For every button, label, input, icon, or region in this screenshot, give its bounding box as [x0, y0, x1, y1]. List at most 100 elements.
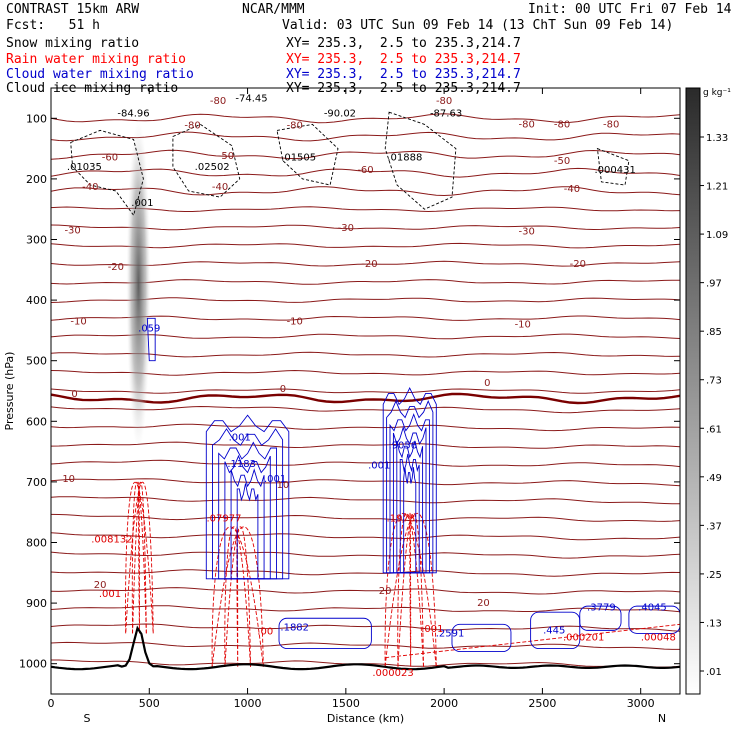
rain-contour — [125, 481, 154, 634]
isotherm-label: 0 — [280, 384, 286, 395]
cloud-ice-value-label: .01505 — [281, 153, 316, 164]
x-tick-label: 2000 — [430, 697, 458, 710]
isotherm-line — [51, 641, 680, 650]
cloud-water-contour — [146, 317, 156, 362]
rain-contour — [132, 481, 147, 634]
cloud-ice-contour — [596, 147, 630, 186]
cloud-ice-value-label: -84.96 — [117, 108, 149, 119]
isotherm-label: -20 — [361, 259, 377, 270]
cloud-ice-value-label: -74.45 — [235, 93, 267, 104]
forecast-hour: Fcst: 51 h — [6, 18, 100, 33]
isotherm-label: -60 — [102, 153, 118, 164]
isotherm-line — [51, 186, 680, 197]
isotherm-line — [51, 605, 680, 613]
colorbar-level-label: .97 — [706, 279, 722, 290]
isotherm-label: -50 — [218, 151, 234, 162]
cloud-water-contour — [382, 386, 437, 574]
snow-shading — [126, 119, 151, 450]
isotherm-label: -10 — [70, 316, 86, 327]
cloud-ice-contours — [70, 111, 630, 217]
isotherm-label: 10 — [277, 480, 290, 491]
colorbar-level-label: .85 — [706, 327, 722, 338]
cloud-water-contour — [396, 440, 424, 574]
cloud-water-contour — [403, 467, 417, 574]
rain-contour — [211, 526, 264, 667]
isotherm-line — [51, 569, 680, 577]
rain-value-label: .07977 — [206, 513, 241, 524]
isotherm-line — [51, 260, 680, 267]
isotherm-label: -80 — [436, 96, 452, 107]
isotherm-line — [51, 441, 680, 449]
isotherm-line — [51, 149, 680, 160]
field-cloudwater-name: Cloud water mixing ratio — [6, 67, 194, 82]
isotherm-label: 0 — [484, 378, 490, 389]
y-tick-label: 800 — [26, 537, 47, 550]
isotherm-line — [51, 587, 680, 595]
rain-contour — [211, 526, 264, 667]
freezing-level-line — [51, 392, 680, 405]
x-tick-label: 2500 — [528, 697, 556, 710]
isotherm-label: -20 — [570, 259, 586, 270]
isotherm-label: -60 — [357, 165, 373, 176]
rain-contour — [397, 512, 424, 667]
cloud-ice-value-label: .02502 — [195, 162, 230, 173]
cloud-water-value-label: .3779 — [587, 602, 616, 613]
isotherm-line — [51, 167, 680, 178]
isotherm-line — [51, 113, 680, 124]
isotherm-label: -50 — [554, 156, 570, 167]
isotherm-line — [51, 351, 680, 358]
isotherm-line — [51, 551, 680, 559]
rain-value-label: .00 — [257, 627, 273, 638]
field-rain-xy: XY= 235.3, 2.5 to 235.3,214.7 — [286, 52, 521, 67]
cloud-ice-value-label: .000431 — [594, 165, 635, 176]
isotherm-line — [51, 532, 680, 541]
rain-value-label: .000201 — [563, 633, 604, 644]
isotherm-label: -30 — [519, 227, 535, 238]
isotherm-label: -80 — [184, 121, 200, 132]
rain-contour — [384, 512, 437, 667]
cloud-water-contour — [230, 468, 265, 580]
colorbar-unit: g kg⁻¹ — [703, 88, 731, 98]
field-cloudwater-xy: XY= 235.3, 2.5 to 235.3,214.7 — [286, 67, 521, 82]
cloud-ice-value-label: -87.63 — [430, 108, 462, 119]
isotherm-label: -30 — [338, 223, 354, 234]
isotherm-label: -20 — [108, 262, 124, 273]
colorbar-level-label: .01 — [706, 667, 722, 678]
contour-labels: -80 -80 -80 -80 -80 -80 -80 -60 -50 -60 -50 -40 -40 -… — [62, 93, 676, 678]
south-label: S — [84, 712, 91, 725]
cloud-water-contours — [146, 317, 680, 653]
plot-frame — [50, 87, 681, 695]
isotherm-label: -10 — [515, 319, 531, 330]
colorbar-level-label: .37 — [706, 521, 722, 532]
org-label: NCAR/MMM — [242, 2, 305, 17]
snow-value-label: .001 — [131, 198, 153, 209]
isotherm-line — [51, 388, 680, 394]
cloud-ice-value-label: -90.02 — [324, 108, 356, 119]
rain-contour — [125, 481, 154, 634]
y-tick-label: 300 — [26, 234, 47, 247]
isotherm-line — [51, 315, 680, 321]
rain-contour — [138, 481, 140, 634]
isotherm-label: -40 — [564, 184, 580, 195]
rain-value-label: .008132 — [91, 535, 132, 546]
isotherm-line — [51, 131, 680, 142]
colorbar-level-label: 1.21 — [706, 182, 728, 193]
rain-value-label: .001 — [421, 624, 443, 635]
y-tick-label: 200 — [26, 173, 47, 186]
y-tick-label: 1000 — [19, 658, 47, 671]
colorbar: g kg⁻¹ 1.33 1.21 1.09 .97 .85 .73 .61 .49 .37 .25… — [685, 87, 731, 695]
x-tick-label: 3000 — [627, 697, 655, 710]
isotherm-label: 20 — [379, 586, 392, 597]
isotherm-line — [51, 405, 680, 414]
cloud-ice-contour — [384, 111, 457, 210]
cloud-water-value-label: .445 — [543, 625, 565, 636]
cloud-water-contour — [236, 483, 259, 580]
cloud-water-value-label: .2591 — [436, 628, 465, 639]
isotherm-label: -80 — [287, 121, 303, 132]
field-snow-name: Snow mixing ratio — [6, 36, 140, 51]
y-axis-label: Pressure (hPa) — [3, 352, 16, 431]
model-title: CONTRAST 15km ARW — [6, 2, 140, 17]
cloud-water-value-label: .001 — [229, 433, 251, 444]
cloud-water-contour — [386, 400, 434, 574]
isotherm-line — [51, 496, 680, 505]
